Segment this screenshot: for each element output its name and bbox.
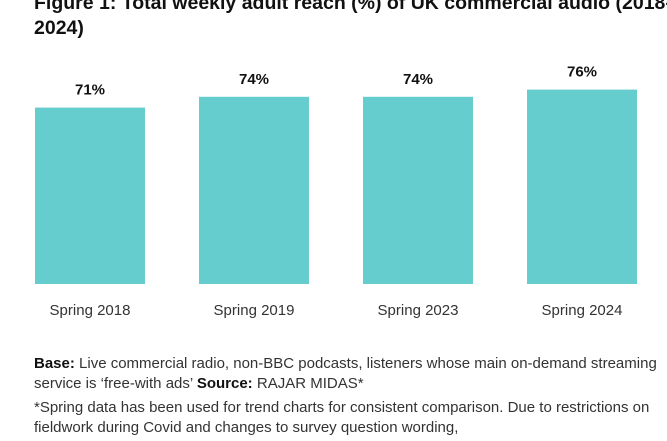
data-label: 71% [75, 82, 105, 99]
base-note: Base: Live commercial radio, non-BBC pod… [34, 354, 664, 394]
bar-spring-2018 [35, 107, 145, 284]
bar-spring-2019 [199, 96, 309, 284]
bar-spring-2024 [527, 89, 637, 284]
source-label: Source: [196, 375, 253, 392]
bar-spring-2023 [363, 96, 473, 284]
base-label: Base: [34, 355, 75, 372]
category-label: Spring 2018 [50, 302, 131, 319]
category-label: Spring 2023 [378, 302, 459, 319]
category-label: Spring 2019 [214, 302, 295, 319]
source-text: RAJAR MIDAS* [252, 375, 364, 392]
data-label: 74% [239, 71, 269, 88]
base-text: Live commercial radio, non-BBC podcasts,… [34, 355, 657, 392]
bar-chart: 71% Spring 2018 74% Spring 2019 74% Spring 20… [35, 64, 637, 319]
data-label: 76% [567, 64, 597, 81]
footnote: *Spring data has been used for trend cha… [34, 399, 650, 436]
category-label: Spring 2024 [542, 302, 623, 319]
data-label: 74% [403, 71, 433, 88]
chart-title: Figure 1: Total weekly adult reach (%) o… [34, 0, 667, 39]
